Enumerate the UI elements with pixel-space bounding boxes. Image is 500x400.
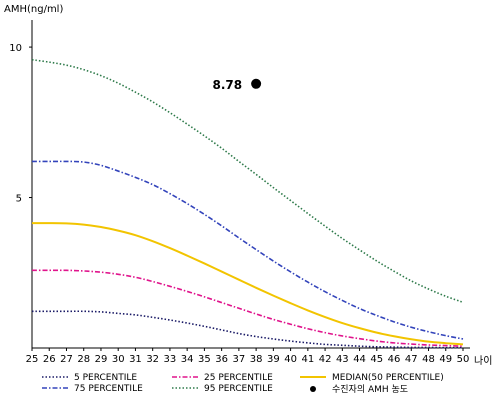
- x-tick-label: 31: [129, 354, 142, 365]
- legend-label: 5 PERCENTILE: [74, 373, 137, 383]
- x-tick-label: 46: [388, 354, 401, 365]
- series-line-5-percentile: [31, 310, 464, 349]
- x-tick-label: 27: [60, 354, 73, 365]
- x-tick-label: 39: [267, 354, 280, 365]
- x-tick-label: 48: [422, 354, 435, 365]
- x-tick-label: 32: [146, 354, 159, 365]
- x-tick-label: 43: [336, 354, 349, 365]
- x-tick-label: 40: [284, 354, 297, 365]
- y-tick-label: 10: [9, 43, 22, 54]
- y-axis-title: AMH(ng/ml): [4, 4, 63, 15]
- x-tick-label: 50: [457, 354, 470, 365]
- x-tick-label: 36: [215, 354, 228, 365]
- x-axis-title: 나이: [474, 355, 492, 367]
- x-tick-label: 42: [319, 354, 332, 365]
- legend-label: 25 PERCENTILE: [204, 373, 273, 383]
- x-tick-label: 38: [250, 354, 263, 365]
- x-tick-label: 25: [26, 354, 39, 365]
- patient-marker-group: 8.78: [213, 78, 262, 92]
- x-tick-label: 37: [233, 354, 246, 365]
- x-tick-label: 45: [370, 354, 383, 365]
- patient-amh-value-label: 8.78: [213, 78, 243, 92]
- x-tick-label: 34: [181, 354, 194, 365]
- legend-label: 수진자의 AMH 농도: [332, 384, 408, 395]
- axes: [31, 20, 470, 349]
- series-line-95-percentile: [31, 58, 464, 304]
- series-line-25-percentile: [32, 269, 464, 347]
- series-line-median-50-percentile: [31, 222, 464, 346]
- legend: 5 PERCENTILE 25 PERCENTILE MEDIAN(50 PERCE…: [42, 373, 444, 395]
- patient-amh-point: [251, 78, 262, 89]
- x-tick-label: 35: [198, 354, 211, 365]
- y-ticks: 5 10: [9, 43, 32, 205]
- series-line-75-percentile: [31, 160, 464, 340]
- x-tick-label: 47: [405, 354, 418, 365]
- legend-label: 95 PERCENTILE: [204, 384, 273, 394]
- x-tick-label: 30: [112, 354, 125, 365]
- legend-label: MEDIAN(50 PERCENTILE): [332, 373, 444, 383]
- legend-label: 75 PERCENTILE: [74, 384, 143, 394]
- x-tick-label: 41: [301, 354, 314, 365]
- x-tick-label: 49: [439, 354, 452, 365]
- x-tick-label: 33: [164, 354, 177, 365]
- legend-swatch: [310, 386, 316, 392]
- x-tick-label: 29: [95, 354, 108, 365]
- x-tick-label: 44: [353, 354, 366, 365]
- x-ticks: 25 26 27 28 29 30 31 32 33 34 35 36 37 38 39 40 41 42 43 44…: [26, 348, 470, 365]
- x-tick-label: 28: [77, 354, 90, 365]
- y-tick-label: 5: [16, 194, 22, 205]
- x-tick-label: 26: [43, 354, 56, 365]
- series-lines: [31, 58, 464, 349]
